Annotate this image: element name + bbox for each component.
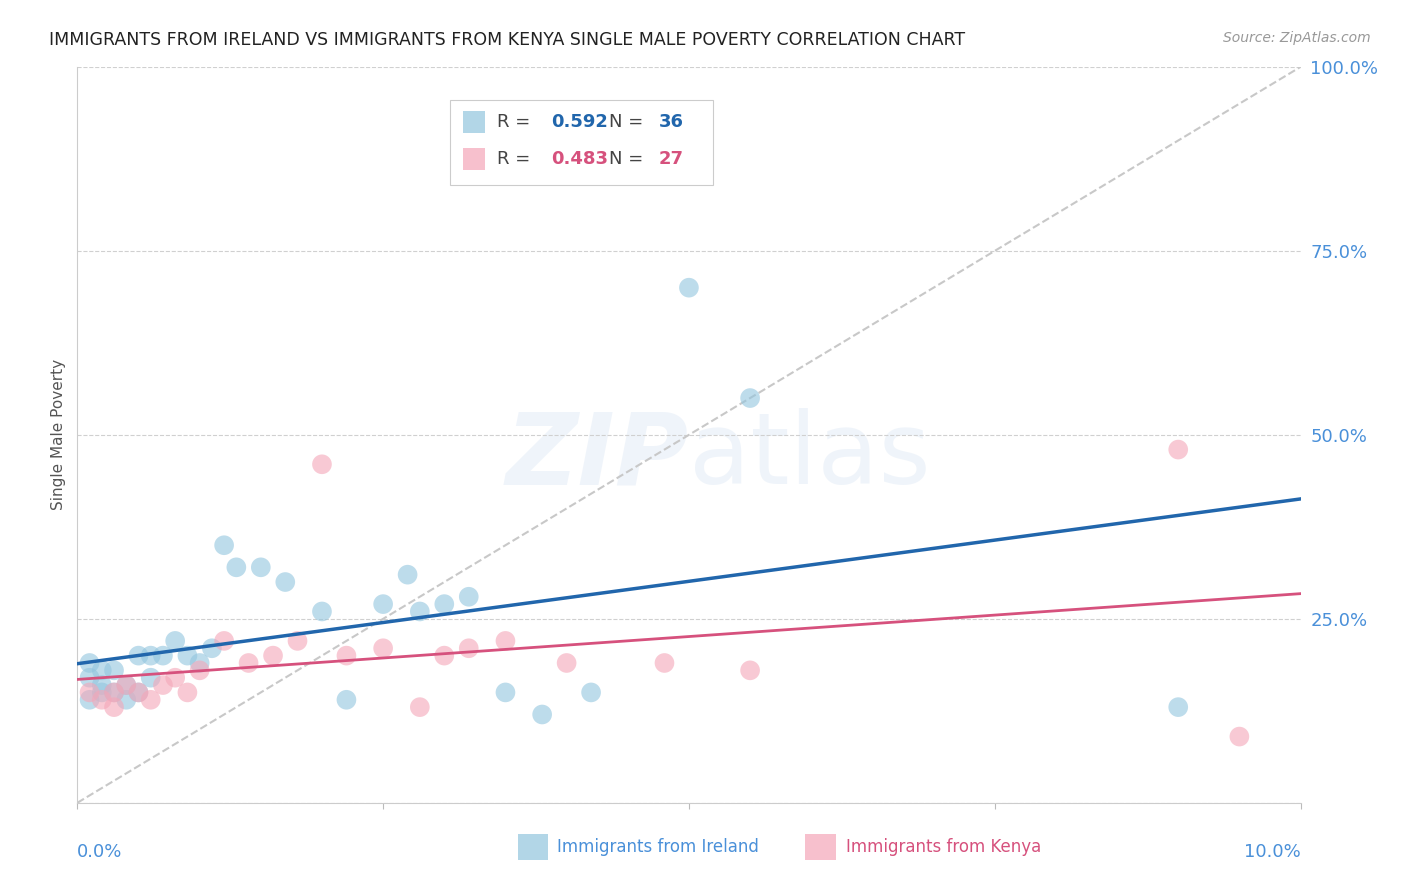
Point bbox=[274, 575, 297, 590]
Point bbox=[188, 664, 211, 678]
Point bbox=[79, 685, 101, 699]
Point bbox=[457, 590, 479, 604]
Point bbox=[127, 685, 149, 699]
Point bbox=[740, 391, 762, 405]
Point bbox=[335, 648, 357, 663]
Point bbox=[90, 692, 112, 706]
FancyBboxPatch shape bbox=[806, 834, 835, 860]
Text: 0.483: 0.483 bbox=[551, 150, 607, 168]
Point bbox=[165, 633, 187, 648]
Text: 27: 27 bbox=[658, 150, 683, 168]
Point bbox=[90, 678, 112, 692]
Text: Source: ZipAtlas.com: Source: ZipAtlas.com bbox=[1223, 31, 1371, 45]
Point bbox=[433, 597, 456, 611]
Point bbox=[115, 678, 138, 692]
Point bbox=[495, 685, 517, 699]
Point bbox=[90, 685, 112, 699]
Text: ZIP: ZIP bbox=[506, 409, 689, 506]
Text: 0.0%: 0.0% bbox=[77, 843, 122, 862]
Point bbox=[678, 281, 700, 295]
Text: 10.0%: 10.0% bbox=[1244, 843, 1301, 862]
Point bbox=[1167, 442, 1189, 457]
Point bbox=[579, 685, 602, 699]
Text: IMMIGRANTS FROM IRELAND VS IMMIGRANTS FROM KENYA SINGLE MALE POVERTY CORRELATION: IMMIGRANTS FROM IRELAND VS IMMIGRANTS FR… bbox=[49, 31, 966, 49]
Point bbox=[79, 692, 101, 706]
Point bbox=[139, 671, 162, 685]
Point bbox=[139, 648, 162, 663]
FancyBboxPatch shape bbox=[463, 148, 485, 170]
Point bbox=[139, 692, 162, 706]
Point bbox=[262, 648, 284, 663]
Point bbox=[1167, 700, 1189, 714]
Point bbox=[115, 692, 138, 706]
Point bbox=[115, 678, 138, 692]
Point bbox=[409, 605, 432, 619]
Point bbox=[371, 597, 394, 611]
Text: atlas: atlas bbox=[689, 409, 931, 506]
Point bbox=[103, 664, 125, 678]
Point bbox=[90, 664, 112, 678]
Point bbox=[311, 457, 333, 471]
Point bbox=[238, 656, 260, 670]
Point bbox=[127, 685, 149, 699]
Point bbox=[1229, 730, 1251, 744]
Point bbox=[335, 692, 357, 706]
Point bbox=[103, 685, 125, 699]
Y-axis label: Single Male Poverty: Single Male Poverty bbox=[51, 359, 66, 510]
Point bbox=[79, 656, 101, 670]
FancyBboxPatch shape bbox=[517, 834, 548, 860]
Text: N =: N = bbox=[609, 113, 650, 131]
Point bbox=[152, 678, 174, 692]
Point bbox=[225, 560, 247, 574]
FancyBboxPatch shape bbox=[463, 111, 485, 133]
Point bbox=[79, 671, 101, 685]
Point bbox=[212, 538, 235, 552]
Point bbox=[152, 648, 174, 663]
Point bbox=[311, 605, 333, 619]
Text: R =: R = bbox=[496, 150, 536, 168]
Text: N =: N = bbox=[609, 150, 650, 168]
Point bbox=[495, 633, 517, 648]
Text: 36: 36 bbox=[658, 113, 683, 131]
Point bbox=[531, 707, 554, 722]
Text: 0.592: 0.592 bbox=[551, 113, 607, 131]
Point bbox=[396, 567, 419, 582]
Text: R =: R = bbox=[496, 113, 536, 131]
Point bbox=[176, 648, 198, 663]
Point bbox=[654, 656, 676, 670]
Point bbox=[127, 648, 149, 663]
Point bbox=[409, 700, 432, 714]
Text: Immigrants from Kenya: Immigrants from Kenya bbox=[845, 838, 1040, 856]
Point bbox=[250, 560, 273, 574]
Point bbox=[176, 685, 198, 699]
Point bbox=[103, 685, 125, 699]
Point bbox=[287, 633, 309, 648]
Point bbox=[433, 648, 456, 663]
Point bbox=[740, 664, 762, 678]
Point bbox=[457, 641, 479, 656]
Point bbox=[188, 656, 211, 670]
Point bbox=[371, 641, 394, 656]
Point bbox=[103, 700, 125, 714]
Point bbox=[555, 656, 578, 670]
FancyBboxPatch shape bbox=[450, 100, 713, 185]
Point bbox=[201, 641, 224, 656]
Point bbox=[165, 671, 187, 685]
Text: Immigrants from Ireland: Immigrants from Ireland bbox=[557, 838, 759, 856]
Point bbox=[212, 633, 235, 648]
